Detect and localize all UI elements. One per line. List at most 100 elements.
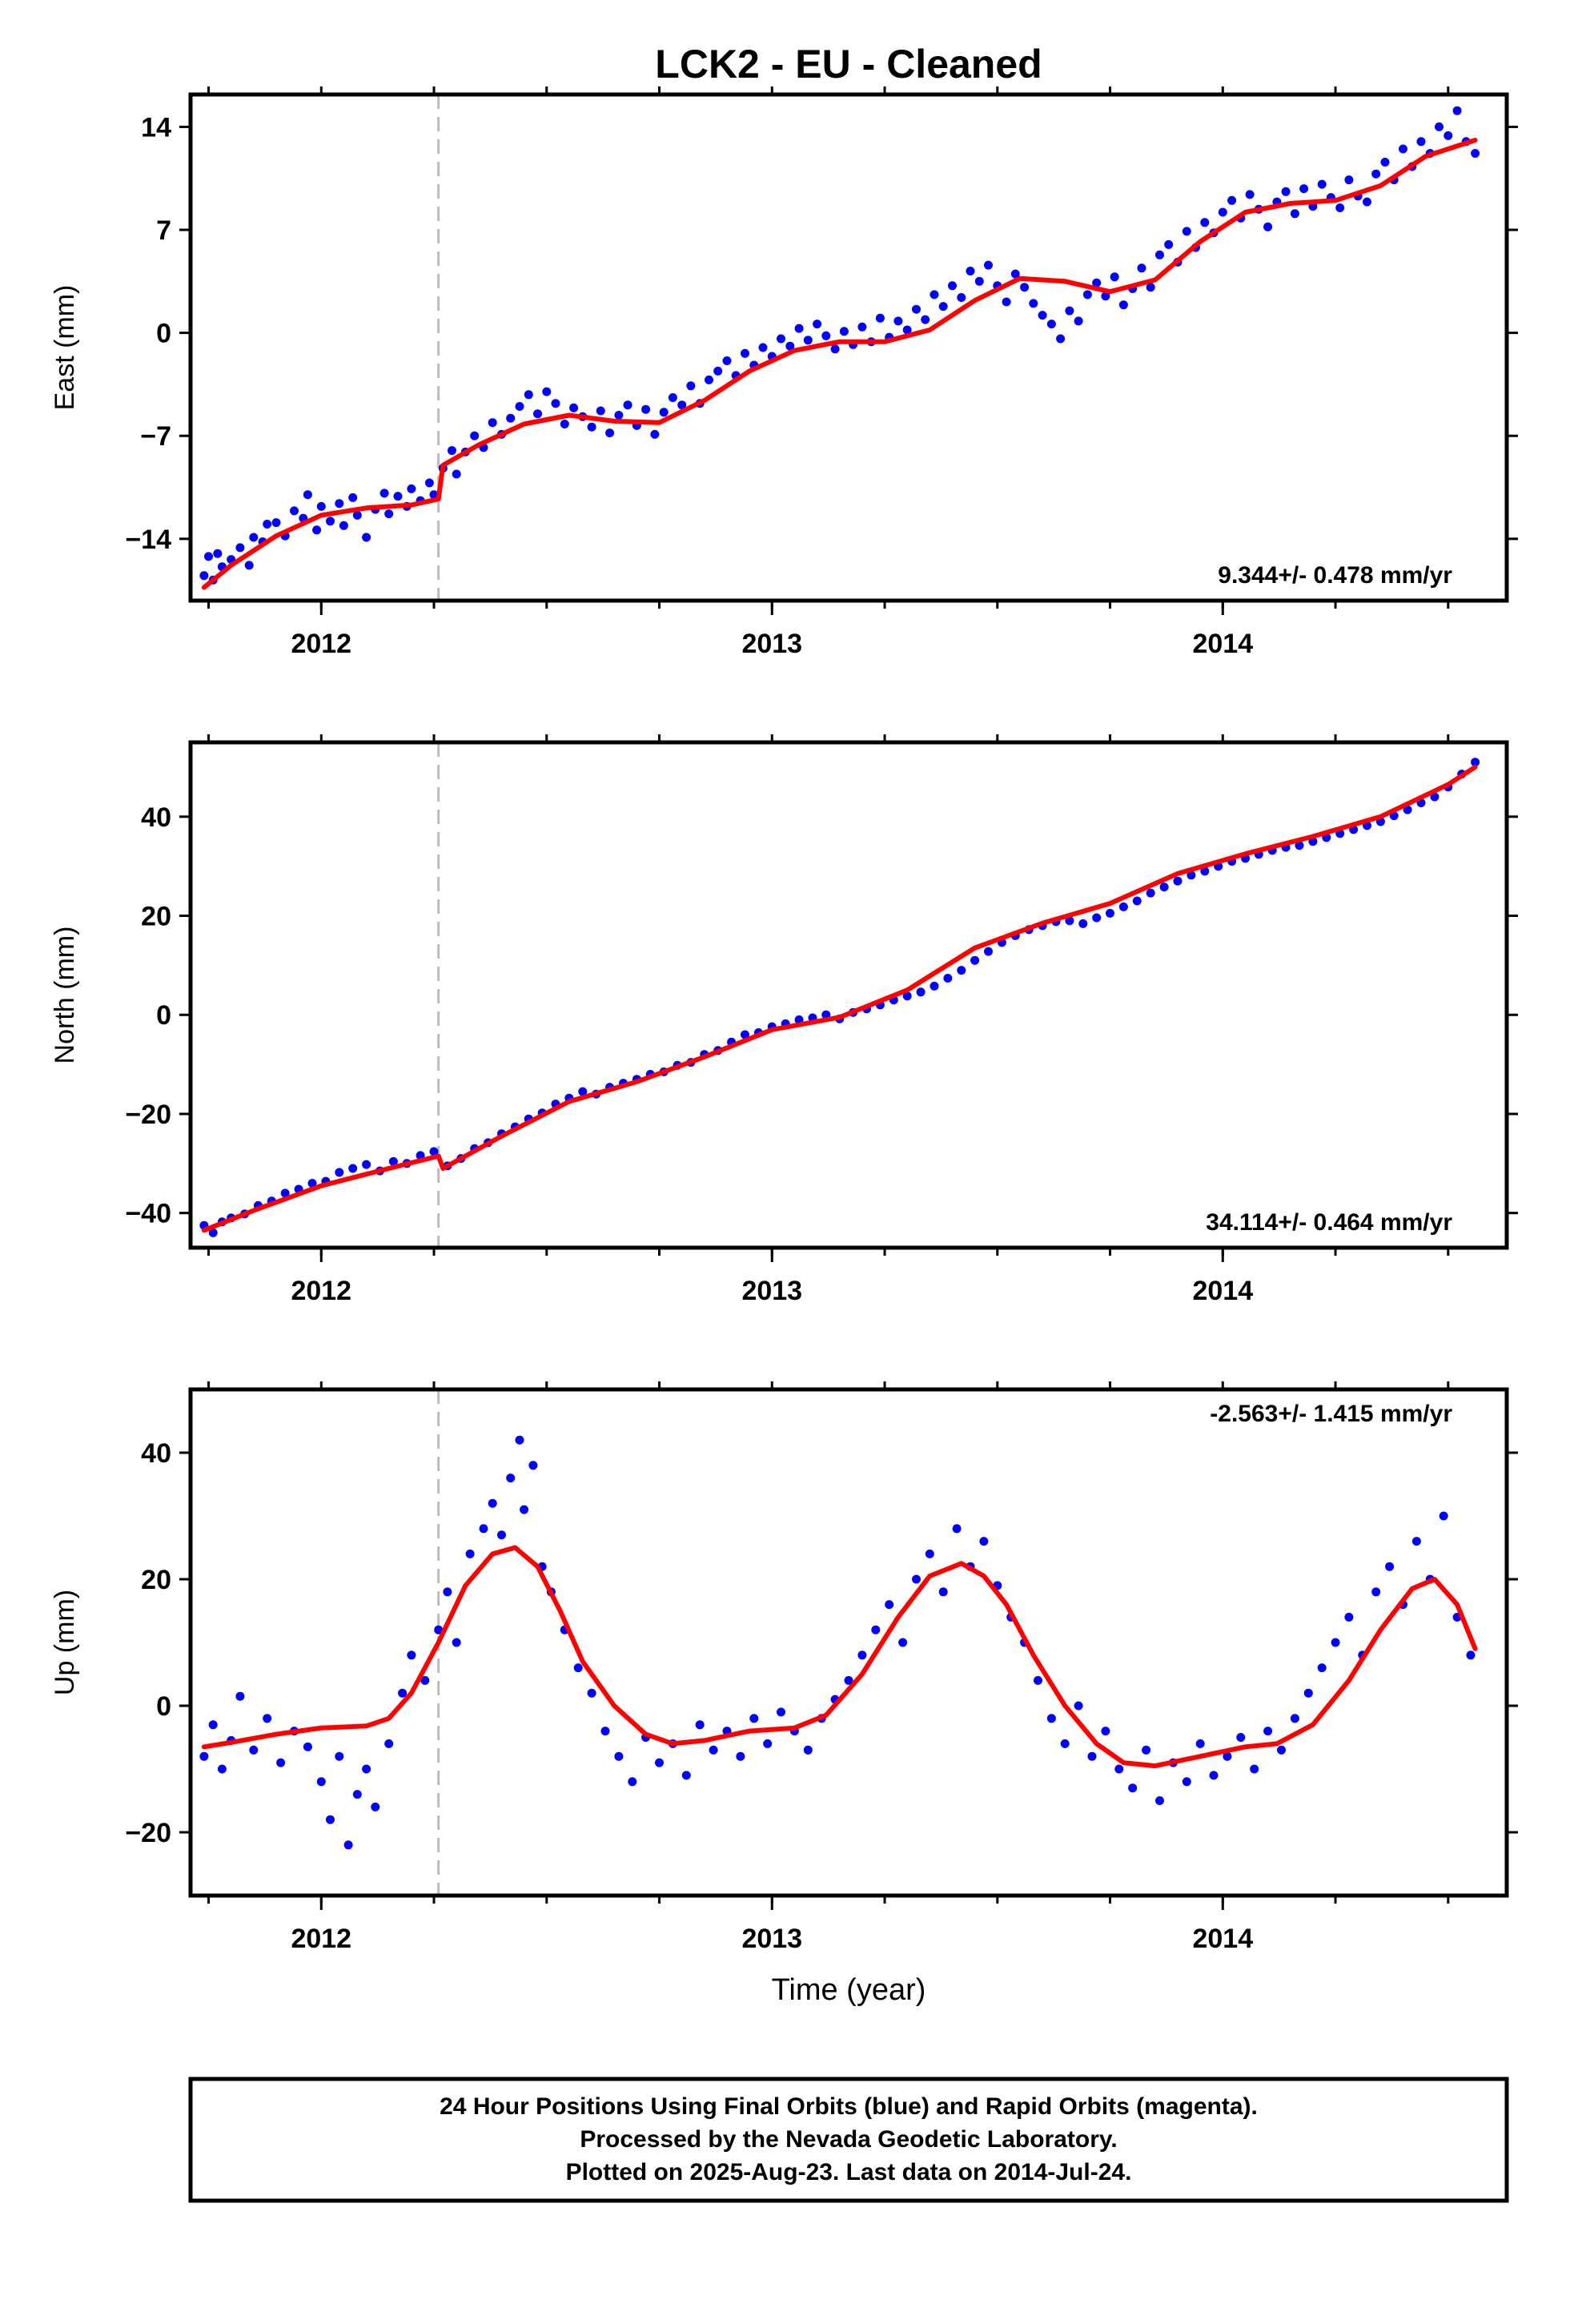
data-point [388, 1156, 398, 1166]
data-point [628, 1777, 637, 1787]
data-point [434, 1625, 444, 1634]
data-point [204, 552, 213, 561]
y-axis-label: East (mm) [50, 285, 80, 411]
data-point [1380, 158, 1390, 167]
data-point [803, 1745, 813, 1755]
data-point [1038, 311, 1047, 320]
data-point [925, 1549, 934, 1558]
data-point [249, 533, 259, 542]
data-point [741, 348, 749, 358]
data-point [208, 1720, 218, 1730]
data-point [785, 341, 795, 351]
y-tick-label: −20 [125, 1818, 171, 1848]
rate-annotation: -2.563+/- 1.415 mm/yr [1210, 1401, 1452, 1427]
data-point [1065, 916, 1074, 926]
data-point [938, 302, 948, 312]
data-point [362, 1160, 371, 1169]
data-point [1227, 195, 1237, 205]
data-point [1250, 1764, 1259, 1774]
data-point [912, 304, 921, 314]
data-point [1087, 1751, 1097, 1761]
data-point [208, 1228, 218, 1237]
data-point [352, 510, 362, 520]
data-point [1299, 184, 1309, 194]
x-tick-label: 2013 [741, 629, 802, 659]
data-point [384, 1739, 394, 1748]
data-point [1110, 272, 1119, 282]
data-point [573, 1663, 583, 1673]
data-point [921, 315, 930, 324]
data-point [290, 506, 299, 516]
data-point [1060, 1739, 1070, 1748]
y-tick-label: −20 [125, 1100, 171, 1130]
data-point [1200, 866, 1210, 876]
data-point [1443, 131, 1453, 140]
y-tick-label: 0 [156, 1691, 171, 1722]
data-point [1195, 1739, 1205, 1748]
plot-frame [188, 92, 1509, 603]
data-point [1101, 292, 1110, 301]
data-point [1020, 283, 1030, 292]
data-point [1200, 218, 1210, 227]
data-point [244, 561, 254, 570]
data-point [1331, 1638, 1340, 1647]
data-point [443, 1587, 452, 1597]
data-point [871, 1625, 881, 1634]
data-point [326, 1815, 335, 1824]
data-point [362, 1764, 371, 1774]
data-point [429, 1147, 439, 1156]
y-tick-label: 0 [156, 1000, 171, 1031]
data-point [902, 991, 912, 1001]
data-point [875, 313, 885, 323]
footer-box: 24 Hour Positions Using Final Orbits (bl… [188, 2077, 1509, 2203]
data-point [713, 366, 723, 376]
data-point [614, 411, 624, 420]
data-point [1471, 758, 1480, 767]
data-point [1074, 316, 1083, 326]
data-point [1128, 1783, 1138, 1793]
data-point [420, 1675, 430, 1685]
data-point [681, 1771, 691, 1780]
data-point [1303, 1688, 1313, 1698]
data-point [1029, 299, 1038, 308]
data-point [303, 490, 312, 500]
y-tick-label: 0 [156, 319, 171, 349]
data-point [938, 1587, 948, 1597]
data-point [813, 320, 822, 329]
data-point [497, 1530, 506, 1540]
data-point [898, 1638, 908, 1647]
data-point [424, 478, 434, 488]
y-tick-label: −7 [140, 421, 171, 452]
data-point [758, 343, 768, 352]
data-point [362, 533, 371, 542]
data-point [1281, 187, 1291, 196]
data-point [398, 1688, 408, 1698]
data-point [352, 1790, 362, 1799]
data-point [1118, 902, 1128, 911]
data-point [1317, 1663, 1327, 1673]
data-point [1065, 306, 1074, 316]
data-point [407, 484, 416, 493]
data-point [217, 1764, 227, 1774]
data-point [1317, 179, 1327, 189]
data-point [839, 327, 849, 336]
data-point [1218, 207, 1227, 217]
data-point [1002, 297, 1011, 307]
data-point [885, 1600, 894, 1610]
data-point [1435, 122, 1443, 131]
data-point [957, 966, 966, 975]
data-point [857, 322, 867, 332]
data-point [578, 1087, 588, 1096]
data-point [276, 1758, 286, 1767]
footer-frame [188, 2077, 1509, 2203]
data-point [528, 1461, 538, 1470]
data-point [1263, 1727, 1273, 1736]
data-point [1439, 1511, 1448, 1521]
data-point [1371, 169, 1381, 179]
data-point [830, 344, 840, 354]
data-point [533, 409, 542, 419]
data-point [1182, 1777, 1191, 1787]
data-point [506, 1474, 516, 1483]
data-point [930, 290, 939, 300]
data-point [235, 1691, 245, 1701]
